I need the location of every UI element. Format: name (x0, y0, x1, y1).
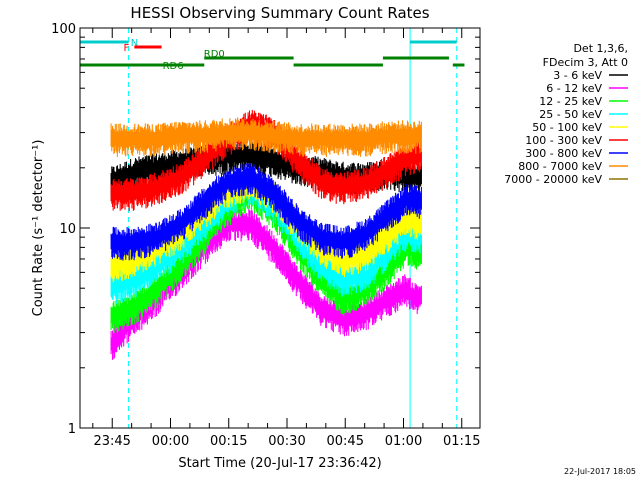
x-tick-label: 01:00 (385, 434, 422, 449)
chart-title: HESSI Observing Summary Count Rates (130, 4, 429, 22)
y-axis: 1 10 100 (51, 22, 480, 437)
y-tick-label: 100 (51, 22, 76, 37)
legend-entry-label: 800 - 7000 keV (518, 160, 602, 173)
legend-entry-label: 25 - 50 keV (539, 108, 602, 121)
legend-entry-label: 50 - 100 keV (532, 121, 602, 134)
legend-entry-label: 3 - 6 keV (553, 69, 602, 82)
series-line (111, 131, 422, 140)
x-tick-label: 00:15 (210, 434, 247, 449)
series-line (110, 222, 422, 346)
timestamp: 22-Jul-2017 18:05 (564, 467, 636, 476)
x-axis: 23:45 00:00 00:15 00:30 00:45 01:00 01:15 (92, 28, 480, 449)
series-800-7000keV (110, 117, 422, 157)
series-300-800keV (110, 163, 422, 261)
x-tick-label: 01:15 (443, 434, 480, 449)
series-layer (110, 109, 423, 360)
series-line (111, 175, 422, 244)
x-tick-label: 00:45 (327, 434, 364, 449)
flag-label: RD0 (204, 49, 225, 60)
legend-header-line-1: Det 1,3,6, (573, 42, 628, 55)
legend-header-line-2: FDecim 3, Att 0 (543, 56, 628, 69)
flag-label: RD6 (163, 61, 184, 72)
legend-entry-label: 300 - 800 keV (525, 147, 602, 160)
legend-entry-label: 12 - 25 keV (539, 95, 602, 108)
legend-entry-label: 100 - 300 keV (525, 134, 602, 147)
flag-label: N (131, 38, 138, 49)
legend-entry-label: 6 - 12 keV (546, 82, 602, 95)
y-tick-label: 1 (68, 422, 76, 437)
x-tick-label: 00:30 (268, 434, 305, 449)
x-tick-label: 23:45 (93, 434, 130, 449)
y-tick-label: 10 (59, 222, 76, 237)
x-tick-label: 00:00 (152, 434, 189, 449)
flags-layer: NF RD0 RD6 (80, 38, 465, 72)
y-axis-label: Count Rate (s⁻¹ detector⁻¹) (31, 140, 46, 317)
legend-entry-label: 7000 - 20000 keV (504, 173, 602, 186)
x-axis-label: Start Time (20-Jul-17 23:36:42) (178, 456, 381, 471)
flag-label: F (123, 43, 129, 54)
